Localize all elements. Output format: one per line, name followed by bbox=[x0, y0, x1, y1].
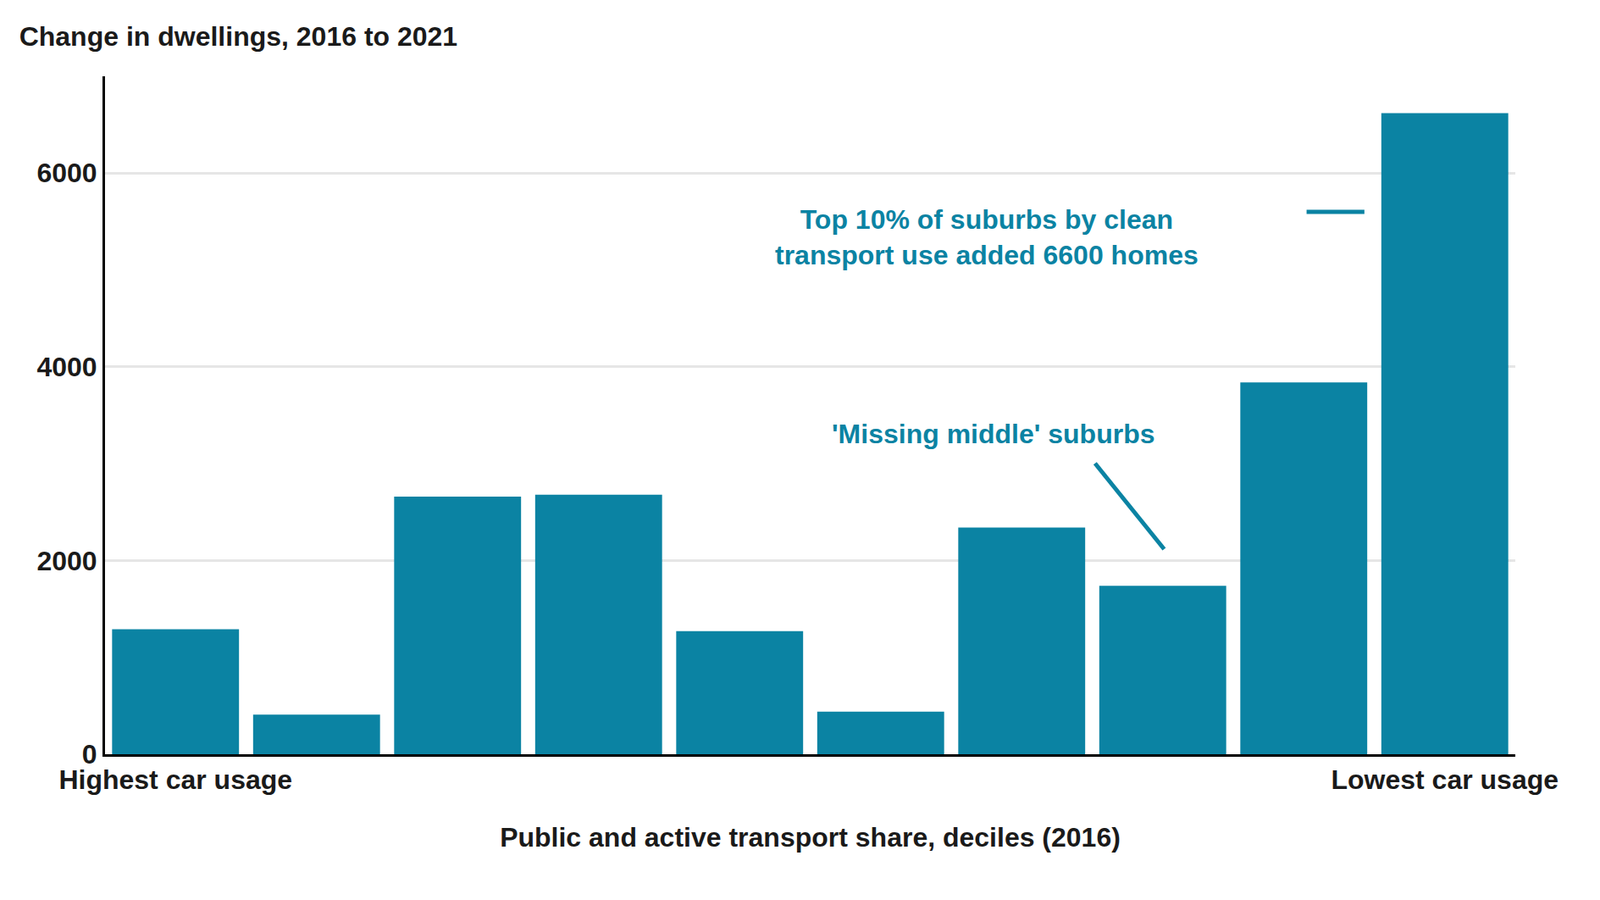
svg-text:6000: 6000 bbox=[36, 157, 97, 189]
svg-text:2000: 2000 bbox=[36, 545, 97, 576]
svg-text:Lowest car usage: Lowest car usage bbox=[1330, 764, 1559, 795]
svg-text:'Missing middle' suburbs: 'Missing middle' suburbs bbox=[831, 418, 1155, 449]
svg-text:Top 10% of suburbs by cleantra: Top 10% of suburbs by cleantransport use… bbox=[775, 204, 1199, 271]
svg-text:Change in dwellings, 2016 to 2: Change in dwellings, 2016 to 2021 bbox=[19, 21, 459, 52]
svg-text:Public and active transport sh: Public and active transport share, decil… bbox=[499, 821, 1121, 853]
svg-text:0: 0 bbox=[82, 738, 98, 770]
svg-text:Highest car usage: Highest car usage bbox=[58, 764, 293, 795]
svg-text:4000: 4000 bbox=[36, 351, 97, 383]
